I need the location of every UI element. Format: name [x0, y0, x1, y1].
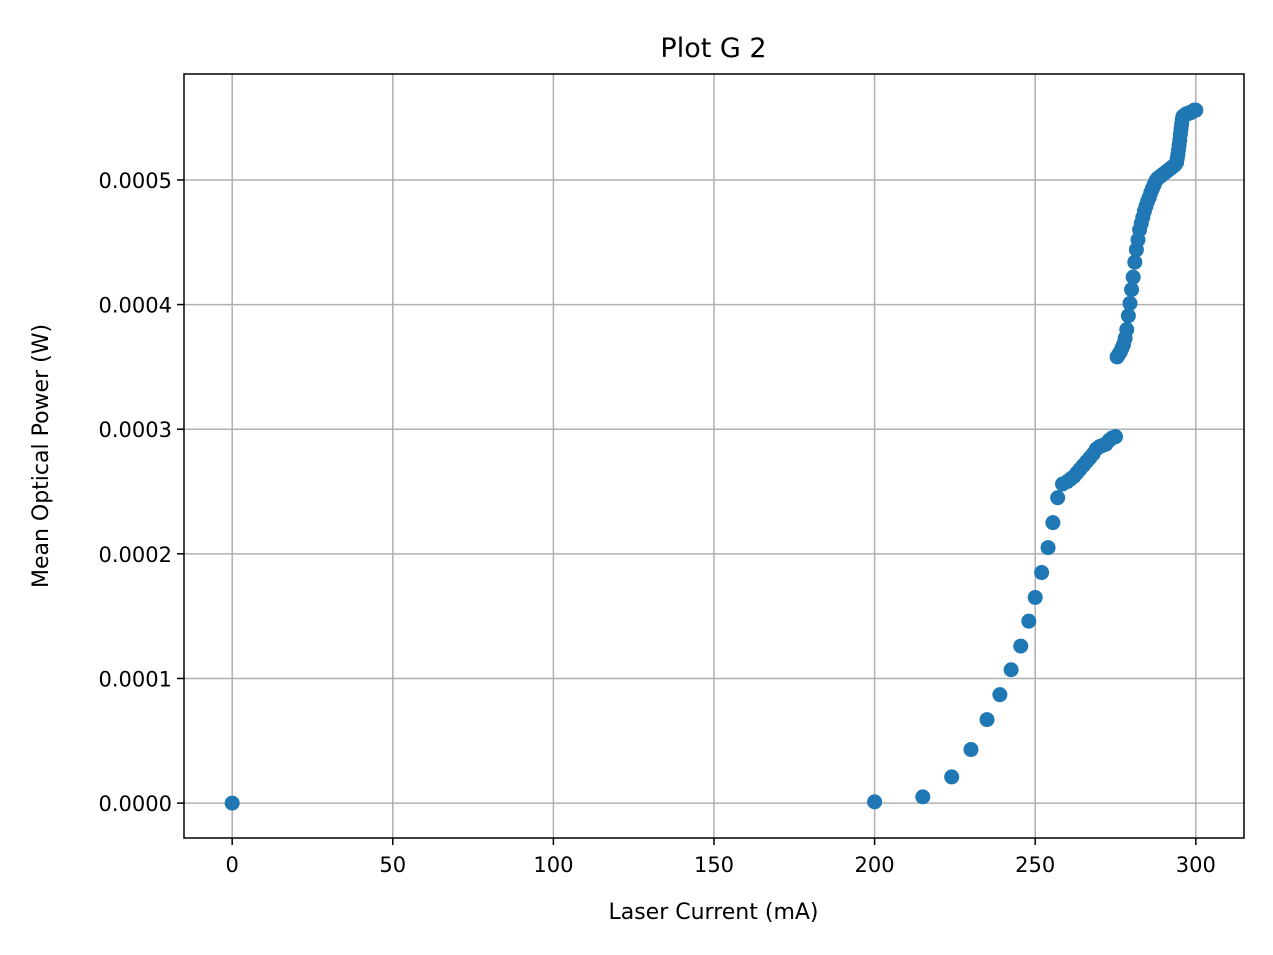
data-point — [963, 742, 979, 758]
data-point — [992, 687, 1008, 703]
y-tick-label: 0.0005 — [99, 169, 172, 193]
data-point — [224, 795, 240, 811]
data-point — [1003, 662, 1019, 678]
data-point — [1188, 102, 1204, 118]
data-point — [915, 789, 931, 805]
data-point — [1027, 589, 1043, 605]
y-tick-label: 0.0003 — [99, 418, 172, 442]
data-point — [944, 769, 960, 785]
x-tick-label: 150 — [694, 853, 734, 877]
y-tick-label: 0.0004 — [99, 294, 172, 318]
scatter-series — [224, 102, 1204, 811]
data-point — [1034, 565, 1050, 581]
y-tick-label: 0.0000 — [99, 792, 172, 816]
data-point — [1040, 540, 1056, 556]
y-tick-label: 0.0002 — [99, 543, 172, 567]
data-point — [1122, 295, 1138, 311]
data-point — [1124, 282, 1140, 298]
data-point — [1120, 308, 1136, 324]
data-point — [979, 712, 995, 728]
y-axis-label: Mean Optical Power (W) — [29, 324, 54, 588]
data-point — [1119, 321, 1135, 337]
x-axis-ticks: 0 50 100 150 200 250 300 — [225, 838, 1216, 877]
x-tick-label: 50 — [379, 853, 406, 877]
x-tick-label: 200 — [855, 853, 895, 877]
y-tick-label: 0.0001 — [99, 667, 172, 691]
data-point — [1127, 254, 1143, 270]
x-tick-label: 250 — [1015, 853, 1055, 877]
y-axis-ticks: 0.0000 0.0001 0.0002 0.0003 0.0004 0.0005 — [99, 169, 184, 816]
x-tick-label: 100 — [533, 853, 573, 877]
data-point — [1045, 515, 1061, 531]
data-point — [1021, 613, 1037, 629]
x-tick-label: 0 — [225, 853, 238, 877]
chart-title: Plot G 2 — [660, 33, 766, 64]
data-point — [1013, 638, 1029, 654]
x-axis-label: Laser Current (mA) — [608, 900, 818, 925]
x-tick-label: 300 — [1176, 853, 1216, 877]
data-point — [1108, 429, 1124, 445]
grid — [184, 74, 1244, 838]
data-point — [867, 794, 883, 810]
data-point — [1125, 269, 1141, 285]
data-point — [1050, 490, 1066, 506]
